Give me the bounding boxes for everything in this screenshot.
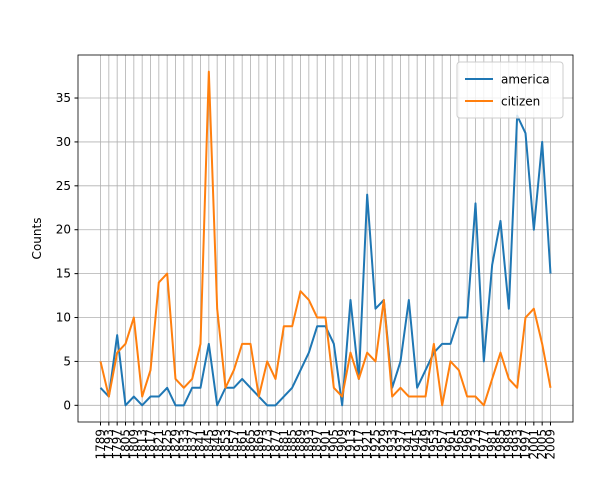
x-tick-label: 1949 bbox=[419, 429, 433, 460]
x-tick-label: 1845 bbox=[202, 429, 216, 460]
x-tick-label: 1917 bbox=[352, 429, 366, 460]
x-tick-label: 1873 bbox=[260, 429, 274, 460]
x-tick-label: 1965 bbox=[452, 429, 466, 460]
y-tick-label: 30 bbox=[56, 135, 71, 149]
x-tick-label: 1901 bbox=[319, 429, 333, 460]
x-tick-label: 1997 bbox=[519, 429, 533, 460]
x-tick-label: 1821 bbox=[152, 429, 166, 460]
x-tick-label: 1957 bbox=[435, 429, 449, 460]
legend-label: america bbox=[501, 73, 550, 87]
x-tick-label: 1933 bbox=[385, 429, 399, 460]
legend-box bbox=[456, 61, 564, 119]
x-tick-label: 1937 bbox=[394, 429, 408, 460]
x-tick-label: 1861 bbox=[235, 429, 249, 460]
x-tick-label: 1969 bbox=[460, 429, 474, 460]
x-tick-label: 1789 bbox=[94, 429, 108, 460]
x-tick-label: 1945 bbox=[410, 429, 424, 460]
x-tick-label: 1905 bbox=[327, 429, 341, 460]
legend: america citizen bbox=[456, 61, 564, 119]
x-tick-label: 1925 bbox=[369, 429, 383, 460]
x-tick-label: 1857 bbox=[227, 429, 241, 460]
y-tick-label: 10 bbox=[56, 311, 71, 325]
y-tick-label: 20 bbox=[56, 223, 71, 237]
x-tick-label: 1833 bbox=[177, 429, 191, 460]
x-tick-label: 1869 bbox=[252, 429, 266, 460]
x-tick-label: 1897 bbox=[310, 429, 324, 460]
x-tick-label: 1985 bbox=[494, 429, 508, 460]
x-tick-label: 1973 bbox=[469, 429, 483, 460]
x-tick-label: 1909 bbox=[335, 429, 349, 460]
x-tick-label: 1889 bbox=[294, 429, 308, 460]
y-tick-label: 25 bbox=[56, 179, 71, 193]
x-tick-label: 1993 bbox=[510, 429, 524, 460]
x-tick-label: 1865 bbox=[244, 429, 258, 460]
x-tick-label: 1929 bbox=[377, 429, 391, 460]
x-tick-label: 1837 bbox=[185, 429, 199, 460]
y-tick-label: 0 bbox=[63, 398, 71, 412]
x-tick-label: 2001 bbox=[527, 429, 541, 460]
x-tick-label: 1841 bbox=[194, 429, 208, 460]
x-tick-label: 1881 bbox=[277, 429, 291, 460]
x-tick-label: 1989 bbox=[502, 429, 516, 460]
x-tick-label: 1805 bbox=[119, 429, 133, 460]
x-tick-label: 1893 bbox=[302, 429, 316, 460]
y-tick-label: 5 bbox=[63, 354, 71, 368]
y-axis-label: Counts bbox=[30, 218, 44, 260]
x-tick-label: 1877 bbox=[269, 429, 283, 460]
x-tick-label: 1817 bbox=[144, 429, 158, 460]
x-tick-label: 1961 bbox=[444, 429, 458, 460]
legend-label: citizen bbox=[501, 95, 540, 109]
y-tick-label: 35 bbox=[56, 91, 71, 105]
x-tick-label: 1913 bbox=[344, 429, 358, 460]
x-tick-label: 1829 bbox=[169, 429, 183, 460]
x-tick-label: 2005 bbox=[535, 429, 549, 460]
x-tick-label: 1977 bbox=[477, 429, 491, 460]
x-tick-label: 1921 bbox=[360, 429, 374, 460]
x-tick-label: 1953 bbox=[427, 429, 441, 460]
y-tick-label: 15 bbox=[56, 267, 71, 281]
x-tick-label: 1793 bbox=[102, 429, 116, 460]
line-series bbox=[99, 114, 552, 407]
x-tick-label: 1809 bbox=[127, 429, 141, 460]
axes-frame bbox=[77, 54, 574, 423]
x-tick-label: 1813 bbox=[135, 429, 149, 460]
line-series bbox=[99, 70, 552, 407]
x-tick-label: 1825 bbox=[160, 429, 174, 460]
x-tick-label: 2009 bbox=[544, 429, 558, 460]
x-tick-label: 1853 bbox=[219, 429, 233, 460]
x-tick-label: 1885 bbox=[285, 429, 299, 460]
x-tick-label: 1849 bbox=[210, 429, 224, 460]
x-tick-label: 1981 bbox=[485, 429, 499, 460]
x-tick-label: 1941 bbox=[402, 429, 416, 460]
x-tick-label: 1797 bbox=[110, 429, 124, 460]
